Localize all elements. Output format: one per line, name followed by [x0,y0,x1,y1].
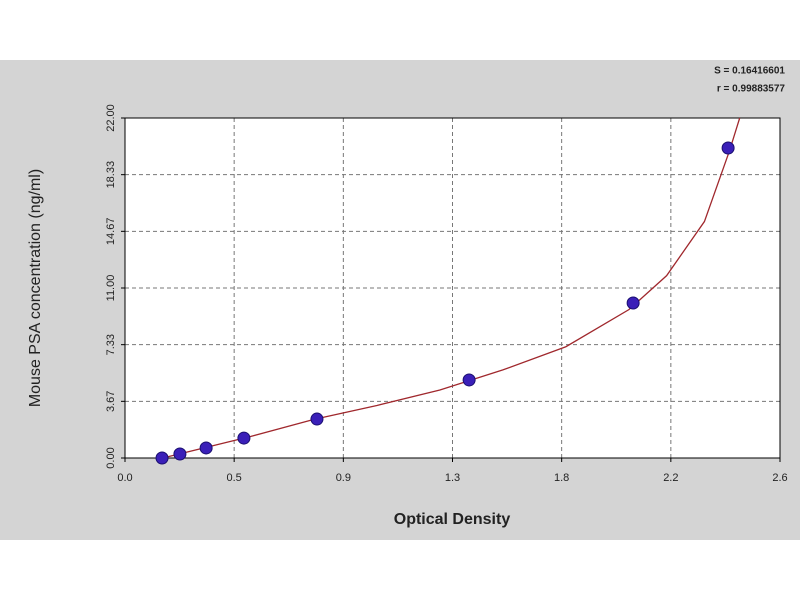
x-tick-label: 0.9 [336,472,351,484]
data-point [237,431,251,445]
x-tick-label: 1.3 [445,472,460,484]
fit-curve [162,117,741,459]
x-tick-label: 0.0 [117,472,132,484]
data-point [173,447,187,461]
annotation: S = 0.16416601 [714,66,785,77]
y-tick-label: 3.67 [105,391,117,412]
plot-border [124,117,781,459]
annotation: r = 0.99883577 [717,84,786,95]
data-point [155,451,169,465]
x-tick-label: 1.8 [554,472,569,484]
x-tick-label: 2.2 [663,472,678,484]
y-tick-label: 11.00 [105,275,117,302]
data-point [462,373,476,387]
x-tick-label: 2.6 [772,472,787,484]
x-tick-label: 0.5 [227,472,242,484]
y-tick-label: 0.00 [105,447,117,468]
y-tick-label: 18.33 [105,161,117,189]
data-point [310,412,324,426]
data-point [626,296,640,310]
data-point [721,141,735,155]
y-tick-label: 7.33 [105,334,117,355]
y-axis-title: Mouse PSA concentration (ng/ml) [27,169,44,407]
y-tick-label: 14.67 [105,218,117,246]
y-tick-label: 22.00 [105,104,117,132]
data-point [199,441,213,455]
x-axis-title: Optical Density [394,511,511,528]
